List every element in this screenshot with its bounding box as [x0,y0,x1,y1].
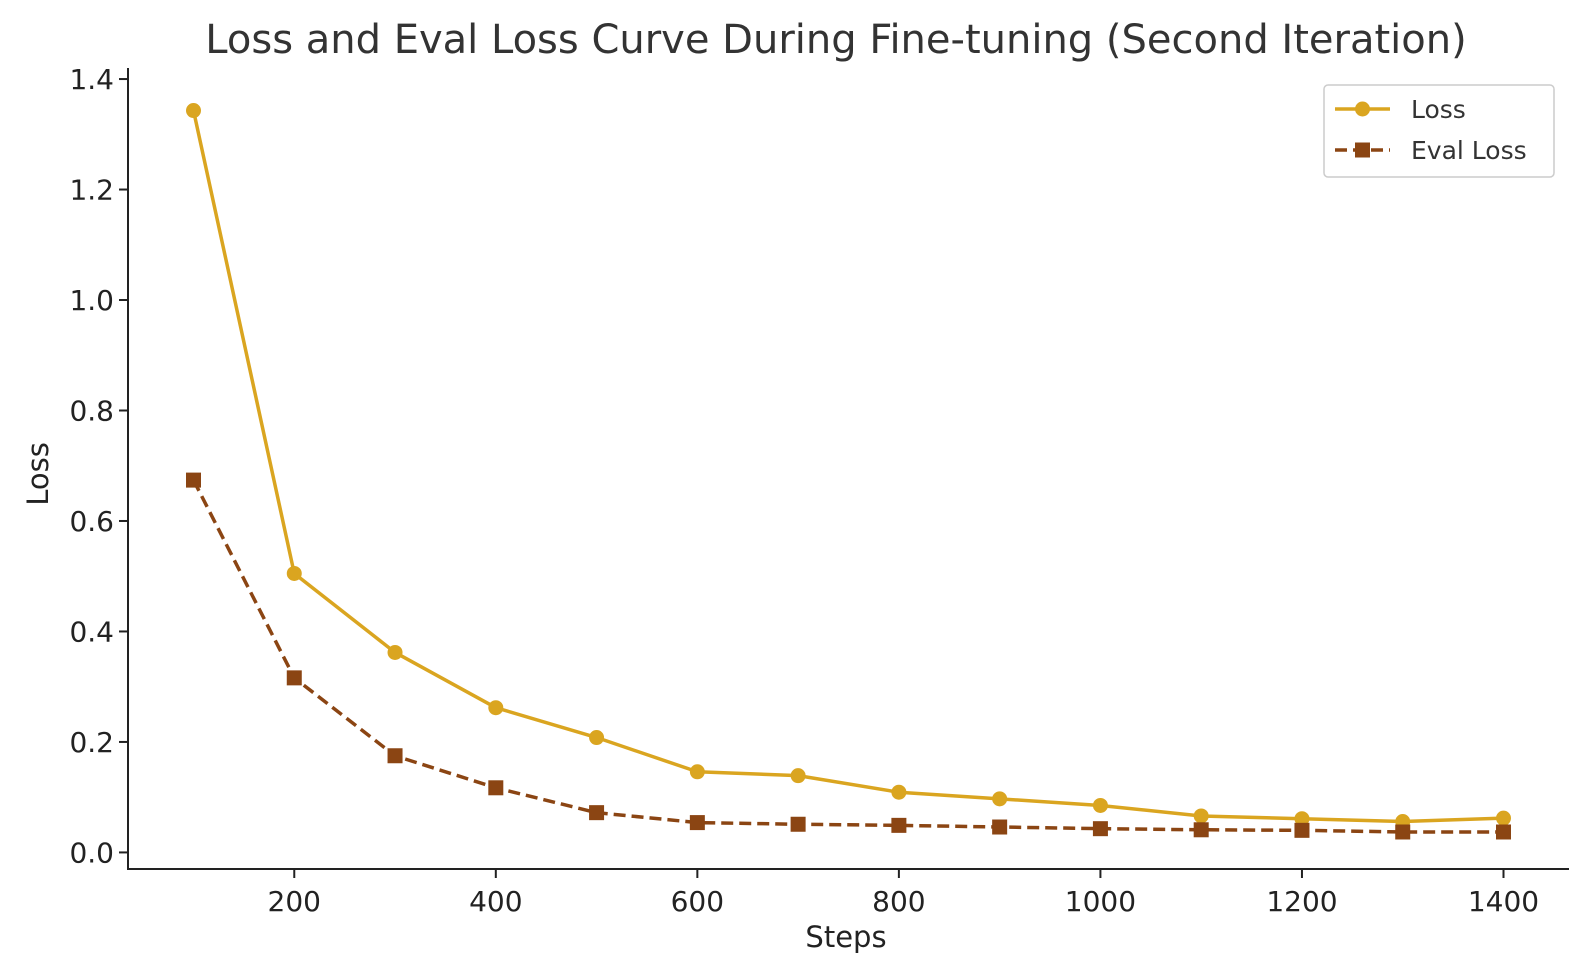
series-loss [186,103,1511,829]
data-point [689,764,705,780]
data-point [1092,821,1108,837]
x-tick-label: 800 [872,885,925,918]
data-point [589,805,605,821]
x-tick-label: 400 [469,885,522,918]
data-point [186,103,201,119]
chart-title: Loss and Eval Loss Curve During Fine-tun… [205,17,1466,63]
series-layer [186,103,1511,840]
legend-item: Eval Loss [1335,136,1527,165]
data-point [1395,824,1411,840]
legend-marker [1355,142,1370,158]
data-point [1496,824,1511,840]
x-axis-label: Steps [805,920,886,954]
data-point [1193,808,1209,824]
y-tick-label: 0.8 [69,394,114,427]
data-point [589,730,605,746]
series-line [191,479,1504,834]
data-point [790,816,806,832]
y-tick-label: 1.0 [69,284,114,317]
data-point [186,472,201,488]
data-point [387,748,403,764]
y-axis-label: Loss [21,442,55,506]
data-point [992,791,1008,807]
data-point [1294,822,1310,838]
data-point [1092,797,1108,813]
x-tick-label: 1200 [1266,885,1337,918]
y-tick-label: 0.4 [69,615,114,648]
y-tick-label: 0.2 [69,726,114,759]
data-point [488,780,504,796]
x-tick-label: 1000 [1065,885,1136,918]
data-point [790,768,806,784]
series-eval-loss [186,472,1511,840]
data-point [891,784,907,800]
y-tick-label: 1.4 [69,63,114,96]
data-point [992,819,1008,835]
legend-label: Eval Loss [1411,136,1527,165]
x-tick-label: 1400 [1468,885,1539,918]
axes [127,68,1569,870]
data-point [286,670,302,686]
legend-marker [1355,101,1370,117]
data-point [1496,810,1511,826]
legend: Loss Eval Loss [1323,84,1555,178]
x-tick-label: 200 [268,885,321,918]
y-tick-label: 0.0 [69,836,114,869]
data-point [387,644,403,660]
x-ticks: 200 400 600 800 1000 1200 1400 [268,869,1539,918]
legend-items: Loss Eval Loss [1335,95,1527,165]
series-line [191,110,1504,824]
data-point [689,815,705,831]
data-point [488,700,504,716]
data-point [1294,811,1310,827]
x-tick-label: 600 [671,885,724,918]
y-ticks: 0.0 0.2 0.4 0.6 0.8 1.0 1.2 1.4 [69,63,128,869]
data-point [286,565,302,581]
legend-label: Loss [1411,95,1466,124]
data-point [891,817,907,833]
y-tick-label: 1.2 [69,174,114,207]
legend-item: Loss [1335,95,1466,124]
y-tick-label: 0.6 [69,505,114,538]
data-point [1193,822,1209,838]
